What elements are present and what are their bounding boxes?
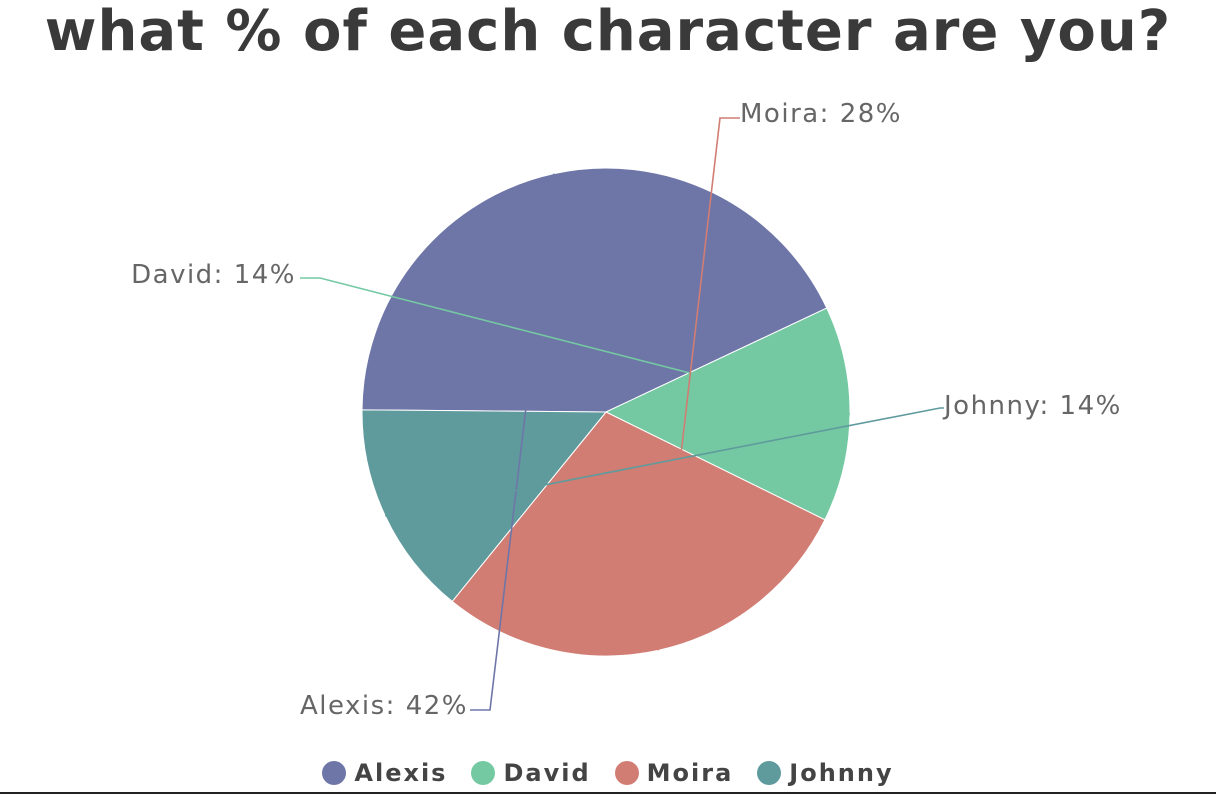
slice-label-alexis: Alexis: 42% <box>300 691 468 721</box>
pie-slices <box>361 167 851 657</box>
slice-label-david: David: 14% <box>131 260 296 290</box>
pie-chart: Alexis: 42% David: 14% Moira: 28% Johnny: 1… <box>131 99 1122 721</box>
leader-line-alexis <box>470 173 555 711</box>
leader-lines <box>300 117 944 711</box>
legend-swatch-icon <box>471 761 496 785</box>
slice-label-johnny: Johnny: 14% <box>942 391 1122 421</box>
legend-label: Moira <box>646 759 734 787</box>
legend-swatch-icon <box>614 761 639 785</box>
chart-legend: Alexis David Moira Johnny <box>0 755 1216 791</box>
chart-title: what % of each character are you? <box>44 0 1172 64</box>
legend-label: Johnny <box>789 759 894 787</box>
legend-item-moira[interactable]: Moira <box>614 759 734 787</box>
legend-label: Alexis <box>354 759 448 787</box>
leader-line-moira <box>657 117 740 651</box>
legend-swatch-icon <box>322 761 347 785</box>
legend-label: David <box>503 759 591 787</box>
bottom-divider <box>0 792 1216 794</box>
legend-swatch-icon <box>757 761 782 785</box>
leader-line-johnny <box>385 407 944 517</box>
legend-item-david[interactable]: David <box>471 759 590 787</box>
leader-line-david <box>300 277 851 415</box>
legend-item-johnny[interactable]: Johnny <box>757 759 893 787</box>
legend-item-alexis[interactable]: Alexis <box>322 759 447 787</box>
slice-labels: Alexis: 42% David: 14% Moira: 28% Johnny: 1… <box>131 99 1122 721</box>
slice-label-moira: Moira: 28% <box>740 99 902 129</box>
